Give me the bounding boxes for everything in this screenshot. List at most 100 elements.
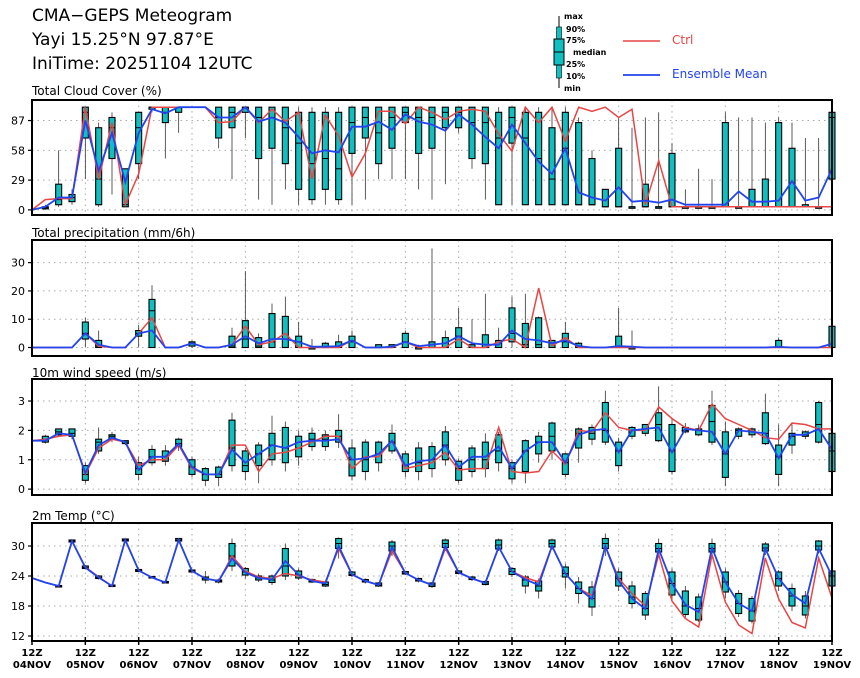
temp-frame (31, 522, 833, 642)
legend-label-p75: 75% (566, 36, 586, 45)
x-tick-label-date: 13NOV (493, 660, 532, 671)
x-tick-label-date: 12NOV (440, 660, 479, 671)
cloud-box (415, 106, 423, 154)
cloud-box (281, 106, 289, 165)
x-tick-label-date: 17NOV (706, 660, 745, 671)
cloud-box (748, 188, 756, 208)
cloud-box (428, 106, 436, 149)
x-tick-label-date: 08NOV (226, 660, 265, 671)
x-tick-label-date: 18NOV (760, 660, 799, 671)
precip-frame (31, 239, 833, 357)
precip-ytick-label: 30 (11, 257, 25, 270)
legend-mean-label: Ensemble Mean (672, 67, 768, 81)
wind-box (761, 412, 769, 445)
x-tick-label-hour: 12Z (555, 648, 576, 659)
cloud-box (721, 122, 729, 208)
precip-box (241, 320, 249, 349)
x-tick-label-hour: 12Z (75, 648, 96, 659)
x-tick-label-date: 04NOV (13, 660, 52, 671)
precip-box (281, 315, 289, 349)
wind-ytick-label: 3 (18, 395, 25, 408)
x-tick-label-hour: 12Z (128, 648, 149, 659)
wind-box (415, 447, 423, 473)
cloud-frame (31, 99, 833, 216)
x-tick-label-hour: 12Z (288, 648, 309, 659)
x-tick-label-date: 19NOV (813, 660, 852, 671)
cloud-box (361, 106, 369, 139)
wind-box (601, 401, 609, 443)
cloud-ytick-label: 0 (18, 204, 25, 217)
x-tick-label-hour: 12Z (768, 648, 789, 659)
x-tick-label-hour: 12Z (448, 648, 469, 659)
precip-ytick-label: 20 (11, 285, 25, 298)
x-tick-label-date: 11NOV (386, 660, 425, 671)
legend-ctrl-label: Ctrl (672, 33, 694, 47)
legend-label-max: max (564, 12, 583, 21)
precip-mean-line (32, 329, 833, 349)
wind-box (281, 426, 289, 464)
cloud-box (255, 106, 263, 160)
cloud-ytick-label: 87 (11, 115, 25, 128)
wind-box (521, 440, 529, 473)
x-tick-label-date: 15NOV (600, 660, 639, 671)
temp-box (228, 542, 236, 567)
meteogram-title: CMA−GEPS Meteogram (32, 6, 233, 26)
cloud-box (375, 106, 383, 165)
cloud-box (348, 106, 356, 154)
legend-label-p90: 90% (566, 25, 586, 34)
legend-box-glyph (553, 16, 565, 88)
x-tick-label-hour: 12Z (715, 648, 736, 659)
x-tick-label-date: 06NOV (120, 660, 159, 671)
x-tick-label-hour: 12Z (608, 648, 629, 659)
temp-panel-title: 2m Temp (°C) (32, 509, 115, 523)
cloud-ytick-label: 29 (11, 174, 25, 187)
x-tick-label-date: 07NOV (173, 660, 212, 671)
cloud-box (468, 106, 476, 160)
precip-box (481, 334, 489, 349)
cloud-box (268, 106, 276, 149)
cloud-ctrl-line (31, 105, 832, 211)
temp-ytick-label: 18 (11, 600, 25, 613)
legend-label-p10: 10% (566, 72, 586, 81)
x-tick-label-date: 16NOV (653, 660, 692, 671)
wind-box (215, 466, 223, 478)
legend-label-p25: 25% (566, 60, 586, 69)
x-tick-label-hour: 12Z (21, 648, 42, 659)
x-tick-label-date: 09NOV (280, 660, 319, 671)
cloud-box (55, 183, 63, 206)
precip-box (535, 317, 543, 349)
cloud-box (775, 122, 783, 208)
x-tick-label-hour: 12Z (395, 648, 416, 659)
cloud-box (521, 111, 529, 206)
temp-ytick-label: 30 (11, 540, 25, 553)
x-tick-label-hour: 12Z (821, 648, 842, 659)
wind-box (535, 435, 543, 455)
x-tick-label-hour: 12Z (235, 648, 256, 659)
precip-box (268, 313, 276, 349)
cloud-ytick-label: 58 (11, 144, 25, 157)
wind-panel-title: 10m wind speed (m/s) (32, 366, 167, 380)
wind-mean-line (32, 426, 833, 476)
precip-box (81, 321, 89, 340)
wind-ytick-label: 1 (18, 454, 25, 467)
wind-box (735, 428, 743, 437)
cloud-mean-line (31, 105, 833, 211)
legend-label-min: min (564, 84, 581, 93)
x-tick-label-hour: 12Z (661, 648, 682, 659)
precip-box (401, 332, 409, 349)
cloud-box (615, 147, 623, 208)
wind-ytick-label: 0 (18, 483, 25, 496)
precip-panel-title: Total precipitation (mm/6h) (32, 226, 196, 240)
cloud-box (135, 111, 143, 165)
temp-ytick-label: 24 (11, 570, 25, 583)
cloud-box (788, 147, 796, 208)
temp-mean-line (31, 537, 833, 614)
wind-frame (31, 378, 833, 496)
precip-ytick-label: 0 (18, 342, 25, 355)
location-label: Yayi 15.25°N 97.87°E (32, 30, 214, 50)
wind-box (815, 401, 823, 443)
precip-box (508, 307, 516, 343)
x-tick-label-date: 05NOV (66, 660, 105, 671)
cloud-box (548, 127, 556, 206)
